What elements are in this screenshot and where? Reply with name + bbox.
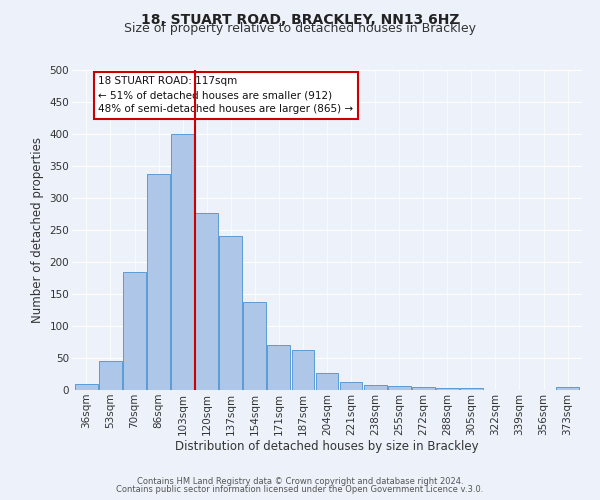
Bar — [75, 384, 98, 390]
Bar — [340, 382, 362, 390]
Bar — [556, 388, 579, 390]
Bar — [268, 345, 290, 390]
Bar — [388, 386, 410, 390]
Text: 18 STUART ROAD: 117sqm
← 51% of detached houses are smaller (912)
48% of semi-de: 18 STUART ROAD: 117sqm ← 51% of detached… — [98, 76, 353, 114]
Text: Contains HM Land Registry data © Crown copyright and database right 2024.: Contains HM Land Registry data © Crown c… — [137, 477, 463, 486]
Bar — [244, 302, 266, 390]
Text: Size of property relative to detached houses in Brackley: Size of property relative to detached ho… — [124, 22, 476, 35]
Bar — [195, 212, 218, 390]
Bar — [412, 388, 434, 390]
Bar — [316, 374, 338, 390]
Bar — [123, 272, 146, 390]
Bar — [99, 360, 122, 390]
X-axis label: Distribution of detached houses by size in Brackley: Distribution of detached houses by size … — [175, 440, 479, 454]
Y-axis label: Number of detached properties: Number of detached properties — [31, 137, 44, 323]
Bar — [220, 236, 242, 390]
Bar — [364, 385, 386, 390]
Bar — [147, 174, 170, 390]
Text: Contains public sector information licensed under the Open Government Licence v.: Contains public sector information licen… — [116, 485, 484, 494]
Bar — [171, 134, 194, 390]
Bar — [292, 350, 314, 390]
Text: 18, STUART ROAD, BRACKLEY, NN13 6HZ: 18, STUART ROAD, BRACKLEY, NN13 6HZ — [141, 12, 459, 26]
Bar — [436, 388, 459, 390]
Bar — [460, 388, 483, 390]
